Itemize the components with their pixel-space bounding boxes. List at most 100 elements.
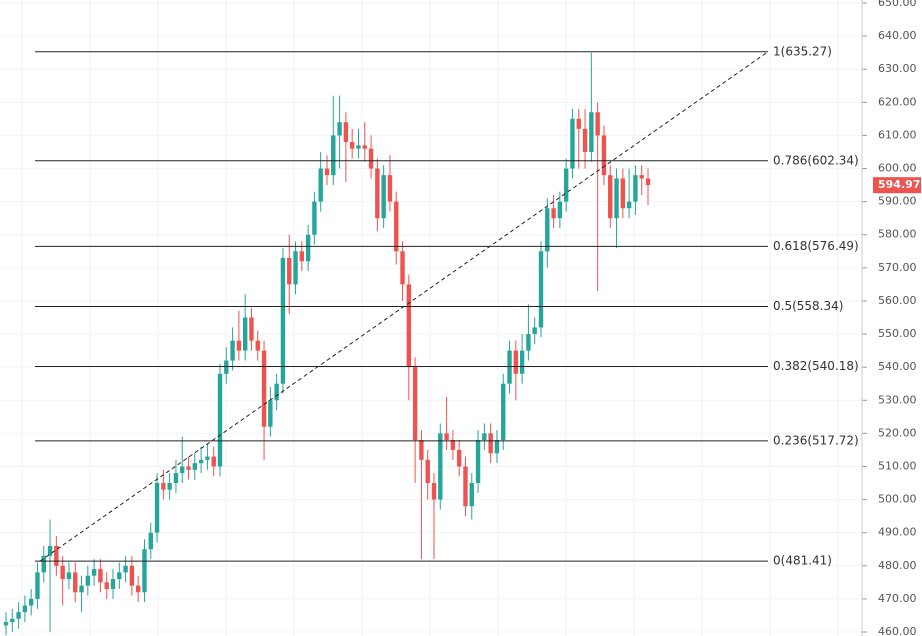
candle-body (41, 555, 46, 573)
fib-trend (39, 51, 769, 562)
candle-body (639, 175, 644, 179)
candle-body (463, 466, 468, 507)
candle-body (22, 605, 28, 613)
candle-body (287, 257, 292, 285)
candle-body (431, 483, 437, 500)
candle-body (47, 545, 53, 556)
candle-body (633, 175, 638, 202)
candle-body (98, 569, 103, 583)
candle-body (456, 449, 462, 467)
candle-body (337, 122, 342, 136)
candle-body (117, 572, 122, 580)
y-tick-label: 510.00 (878, 459, 917, 472)
candle-body (104, 582, 109, 589)
candle-body (563, 168, 569, 202)
candle-body (576, 118, 581, 129)
candle-body (519, 350, 525, 374)
y-tick-label: 580.00 (878, 228, 917, 241)
fib-label: 0.786(602.34) (773, 153, 859, 167)
y-tick-label: 460.00 (878, 625, 917, 636)
candle-body (28, 598, 34, 606)
candle-body (626, 201, 632, 209)
fib-label: 0.236(517.72) (773, 433, 859, 447)
candle-body (73, 572, 78, 593)
candle-body (274, 383, 279, 401)
y-tick-label: 600.00 (878, 162, 917, 175)
candle-body (425, 459, 430, 484)
candle-body (123, 565, 128, 573)
candle-body (595, 112, 600, 136)
candle-body (412, 367, 418, 440)
candle-body (532, 327, 537, 335)
candle-body (545, 208, 550, 252)
candle-body (645, 178, 651, 186)
candle-body (349, 142, 355, 149)
candle-body (35, 572, 40, 599)
candle-body (469, 483, 474, 507)
candle-body (381, 175, 386, 219)
candle-body (16, 612, 21, 619)
candle-body (331, 135, 336, 176)
y-tick-label: 470.00 (878, 592, 917, 605)
candle-body (419, 439, 424, 460)
candle-body (66, 572, 72, 580)
y-tick-label: 520.00 (878, 426, 917, 439)
candle-body (494, 439, 500, 454)
candle-body (375, 168, 380, 219)
candle-body (255, 340, 260, 351)
y-tick-label: 610.00 (878, 128, 917, 141)
candle-body (526, 334, 531, 351)
candle-body (582, 128, 588, 152)
candle-body (387, 175, 393, 202)
candle-body (173, 473, 179, 484)
candle-body (343, 122, 349, 143)
candle-body (91, 569, 97, 576)
candle-body (161, 483, 166, 490)
y-tick-label: 480.00 (878, 559, 917, 572)
y-tick-label: 550.00 (878, 327, 917, 340)
candle-body (54, 545, 59, 566)
candle-body (305, 234, 311, 262)
candle-body (614, 178, 619, 219)
candle-body (142, 549, 147, 593)
candle-body (224, 360, 229, 374)
candle-body (148, 532, 153, 550)
candle-body (261, 350, 267, 427)
candle-body (180, 466, 185, 474)
candle-body (507, 350, 512, 384)
candle-body (318, 168, 323, 202)
candle-body (444, 433, 449, 440)
candle-body (608, 175, 613, 219)
candle-body (230, 340, 235, 361)
candle-body (192, 463, 198, 470)
candle-body (236, 340, 242, 351)
y-tick-label: 490.00 (878, 526, 917, 539)
fib-label: 1(635.27) (773, 44, 832, 58)
y-tick-label: 540.00 (878, 360, 917, 373)
candle-body (129, 565, 135, 586)
candle-body (601, 135, 607, 176)
candle-body (324, 168, 330, 176)
candle-body (85, 575, 91, 586)
candle-body (110, 579, 116, 589)
candle-body (400, 251, 405, 285)
y-tick-label: 630.00 (878, 62, 917, 75)
candle-body (551, 208, 556, 219)
candle-body (280, 257, 286, 384)
candle-body (501, 383, 506, 440)
candle-body (299, 251, 305, 262)
candle-body (198, 459, 204, 464)
y-tick-label: 530.00 (878, 393, 917, 406)
candle-body (293, 251, 298, 285)
candle-body (482, 433, 487, 440)
candle-body (10, 618, 15, 623)
price-tag (873, 177, 921, 194)
candle-body (475, 439, 481, 484)
candle-body (394, 201, 399, 252)
candle-body (154, 483, 160, 533)
candle-body (211, 456, 216, 467)
fib-label: 0.618(576.49) (773, 239, 859, 253)
fib-label: 0(481.41) (773, 554, 832, 568)
y-tick-label: 560.00 (878, 294, 917, 307)
candle-body (217, 373, 223, 467)
